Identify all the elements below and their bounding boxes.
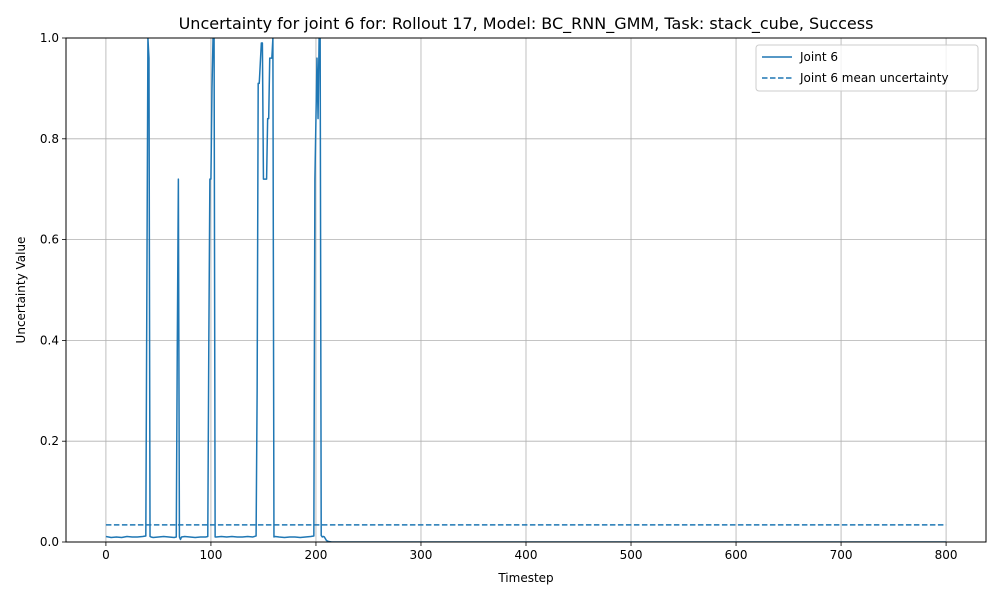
x-tick-label: 400	[515, 548, 538, 562]
x-tick-label: 600	[725, 548, 748, 562]
ticks: 0 100 200 300 400 500 600 700 800 0.0 0.2 0.4 0.6 0.8…	[40, 31, 958, 562]
y-tick-label: 1.0	[40, 31, 59, 45]
grid-lines	[66, 37, 986, 543]
y-axis-title: Uncertainty Value	[14, 237, 28, 344]
x-tick-label: 100	[199, 548, 222, 562]
x-tick-label: 800	[935, 548, 958, 562]
x-tick-label: 300	[410, 548, 433, 562]
legend-label-joint-6-mean: Joint 6 mean uncertainty	[799, 71, 949, 85]
legend: Joint 6 Joint 6 mean uncertainty	[755, 44, 979, 92]
legend-label-joint-6: Joint 6	[799, 50, 838, 64]
y-tick-label: 0.2	[40, 434, 59, 448]
legend-box	[755, 44, 979, 92]
y-tick-label: 0.8	[40, 132, 59, 146]
x-tick-label: 500	[620, 548, 643, 562]
x-axis-title: Timestep	[497, 571, 553, 585]
chart-title: Uncertainty for joint 6 for: Rollout 17,…	[179, 14, 874, 34]
series-line-joint-6	[105, 38, 947, 542]
y-tick-label: 0.4	[40, 333, 59, 347]
x-tick-label: 700	[830, 548, 853, 562]
y-tick-label: 0.6	[40, 233, 59, 247]
series-layer	[105, 38, 947, 542]
y-tick-label: 0.0	[40, 535, 59, 549]
x-tick-label: 0	[102, 548, 110, 562]
x-tick-label: 200	[305, 548, 328, 562]
